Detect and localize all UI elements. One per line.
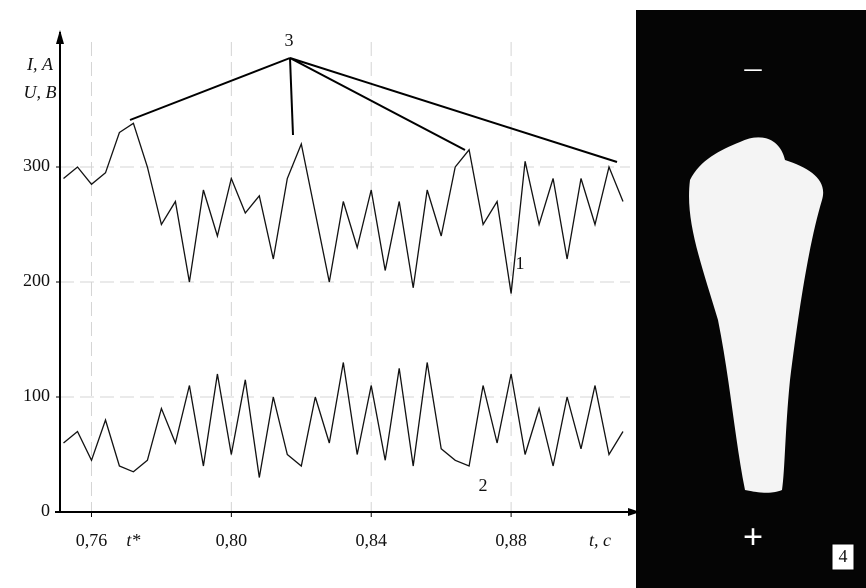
x-tick-label: 0,84 [355, 530, 387, 550]
annotation-line [289, 57, 618, 163]
annotation: 1 [516, 253, 525, 273]
label-box [831, 543, 855, 571]
y-tick-label: 200 [23, 270, 50, 290]
series-line [63, 362, 624, 478]
series-line [63, 122, 624, 294]
y-axis-label: U, В [24, 82, 57, 102]
discharge-glow [689, 137, 824, 493]
y-axis-label: I, А [26, 54, 54, 74]
annotation: 2 [479, 475, 488, 495]
annotation: 3 [285, 30, 294, 50]
annotation-line [289, 57, 466, 151]
marker-label: t* [126, 530, 140, 550]
photo-sign: + [743, 516, 764, 556]
x-tick-label: 0,80 [216, 530, 248, 550]
x-axis-label: t, с [589, 530, 611, 550]
annotation-line [129, 57, 291, 121]
y-tick-label: 0 [41, 500, 50, 520]
photo-label: 4 [839, 546, 848, 566]
x-tick-label: 0,76 [76, 530, 108, 550]
y-tick-label: 100 [23, 385, 50, 405]
x-tick-label: 0,88 [495, 530, 527, 550]
annotation-line [289, 57, 294, 136]
y-tick-label: 300 [23, 155, 50, 175]
photo-sign: – [744, 49, 763, 86]
x-arrow [628, 508, 640, 516]
y-arrow [56, 30, 64, 44]
